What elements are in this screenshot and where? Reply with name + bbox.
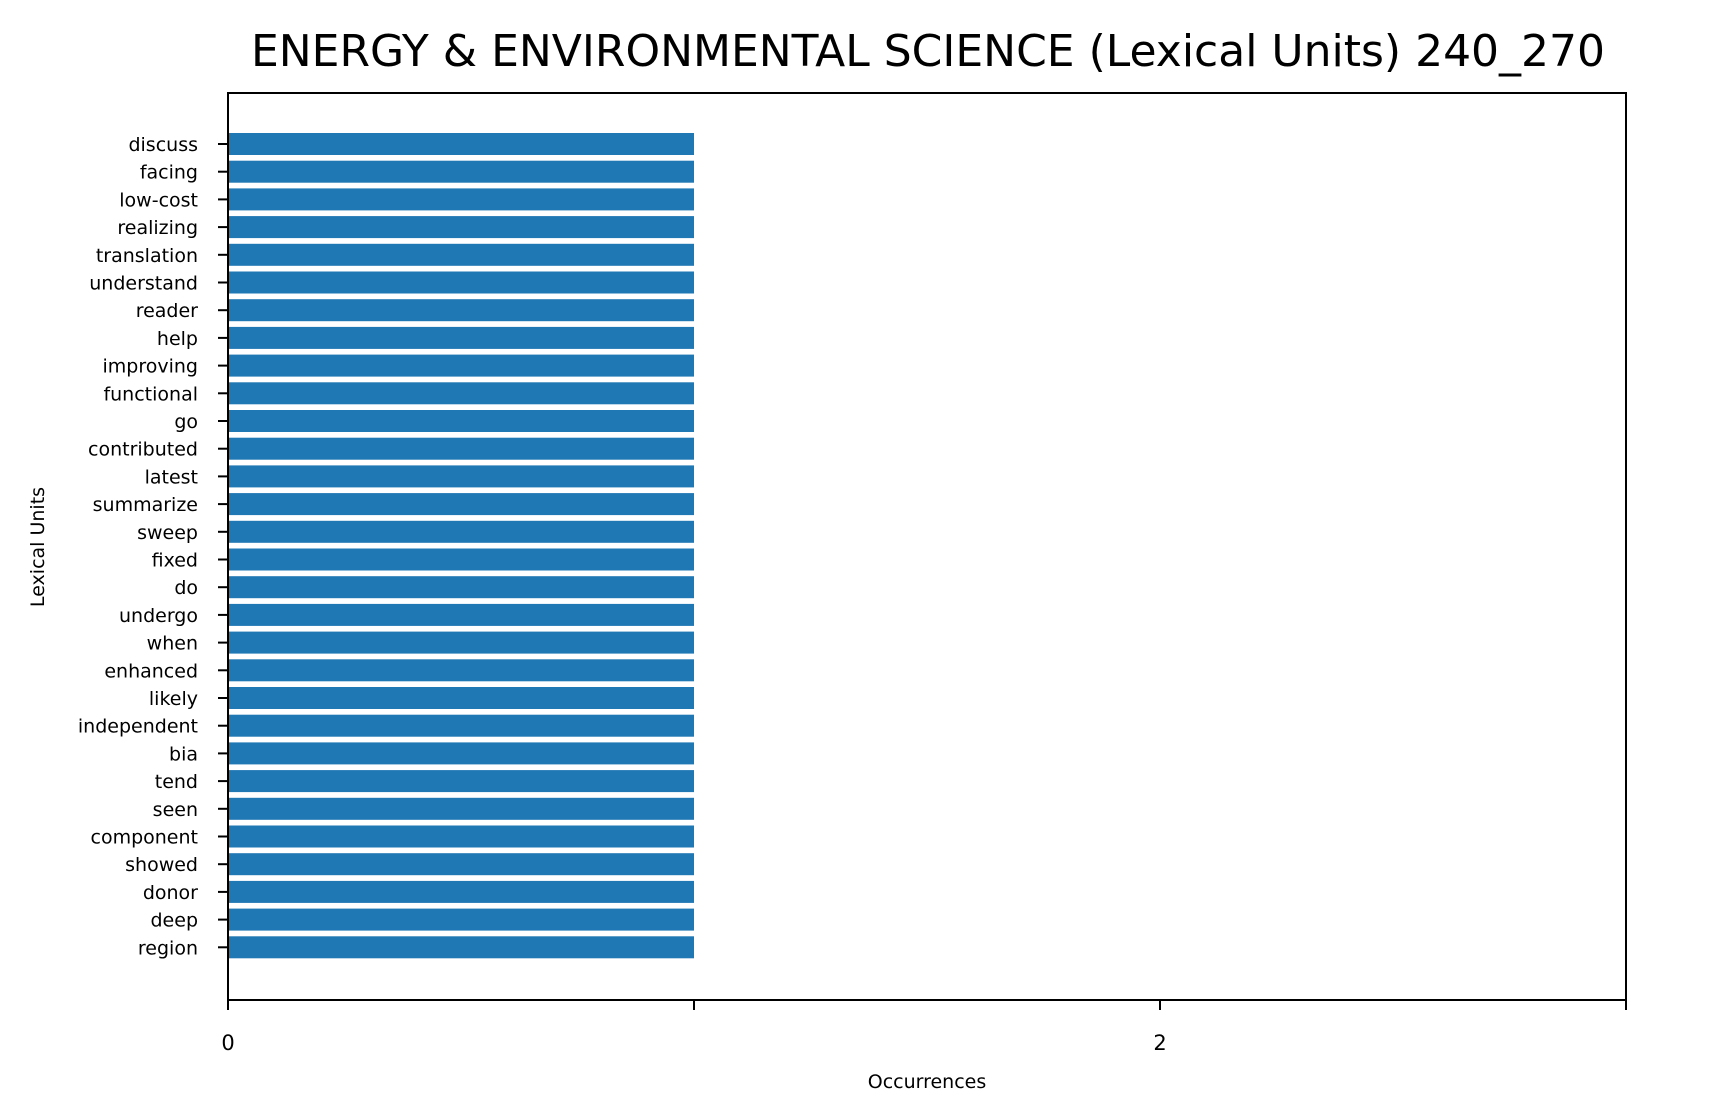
bar-help [228,326,694,349]
bar-contributed [228,437,694,460]
y-tick-label: region [138,937,198,959]
y-tick-label: go [174,411,198,433]
y-tick-label: latest [145,466,198,488]
bar-understand [228,271,694,294]
y-tick-label: tend [155,771,198,793]
y-tick-label: showed [125,854,198,876]
y-tick-label: seen [153,799,198,821]
bar-realizing [228,216,694,239]
bar-do [228,576,694,599]
y-tick-label: realizing [117,217,198,239]
plot-frame [227,92,1627,1001]
bar-facing [228,160,694,183]
y-tick-label: summarize [93,494,198,516]
bar-donor [228,880,694,903]
bar-seen [228,797,694,820]
bar-tend [228,770,694,793]
y-tick-label: component [91,827,199,849]
bar-showed [228,853,694,876]
y-tick-label: translation [96,245,198,267]
y-tick-label: enhanced [104,660,198,682]
y-tick-label: sweep [137,522,198,544]
y-tick-label: functional [103,383,198,405]
x-axis-label: Occurrences [868,1071,987,1093]
bar-bia [228,742,694,765]
chart-title: ENERGY & ENVIRONMENTAL SCIENCE (Lexical … [251,26,1605,77]
bar-discuss [228,133,694,155]
bar-fixed [228,548,694,571]
bar-region [228,936,694,959]
bar-summarize [228,493,694,516]
y-tick-label: bia [169,743,198,765]
bar-functional [228,382,694,405]
y-tick-label: help [157,328,198,350]
bar-enhanced [228,659,694,682]
y-tick-label: donor [143,882,198,904]
bar-latest [228,465,694,488]
y-tick-label: do [174,577,198,599]
y-tick-label: discuss [128,134,198,156]
y-tick-label: deep [151,910,199,932]
x-tick-label: 2 [1153,1031,1166,1055]
bar-independent [228,714,694,737]
y-axis-label: Lexical Units [27,487,49,607]
y-tick-label: when [147,633,198,655]
y-tick-label: improving [103,356,199,378]
bar-deep [228,908,694,931]
y-tick-label: contributed [88,439,198,461]
x-tick-label: 0 [221,1031,234,1055]
bar-improving [228,354,694,377]
bar-translation [228,243,694,266]
bar-when [228,631,694,654]
bar-reader [228,299,694,322]
bar-low-cost [228,188,694,211]
y-tick-label: likely [149,688,198,710]
bar-go [228,410,694,432]
y-axis-ticks: discuss facing low-cost realizing translatio… [78,134,228,959]
bars [228,133,694,959]
bar-undergo [228,603,694,626]
bar-component [228,825,694,848]
y-tick-label: low-cost [119,189,198,211]
y-tick-label: understand [89,273,198,295]
bar-sweep [228,520,694,543]
y-tick-label: fixed [152,550,198,572]
bar-likely [228,687,694,709]
y-tick-label: reader [136,300,198,322]
y-tick-label: undergo [119,605,198,627]
y-tick-label: independent [78,716,198,738]
y-tick-label: facing [140,162,198,184]
